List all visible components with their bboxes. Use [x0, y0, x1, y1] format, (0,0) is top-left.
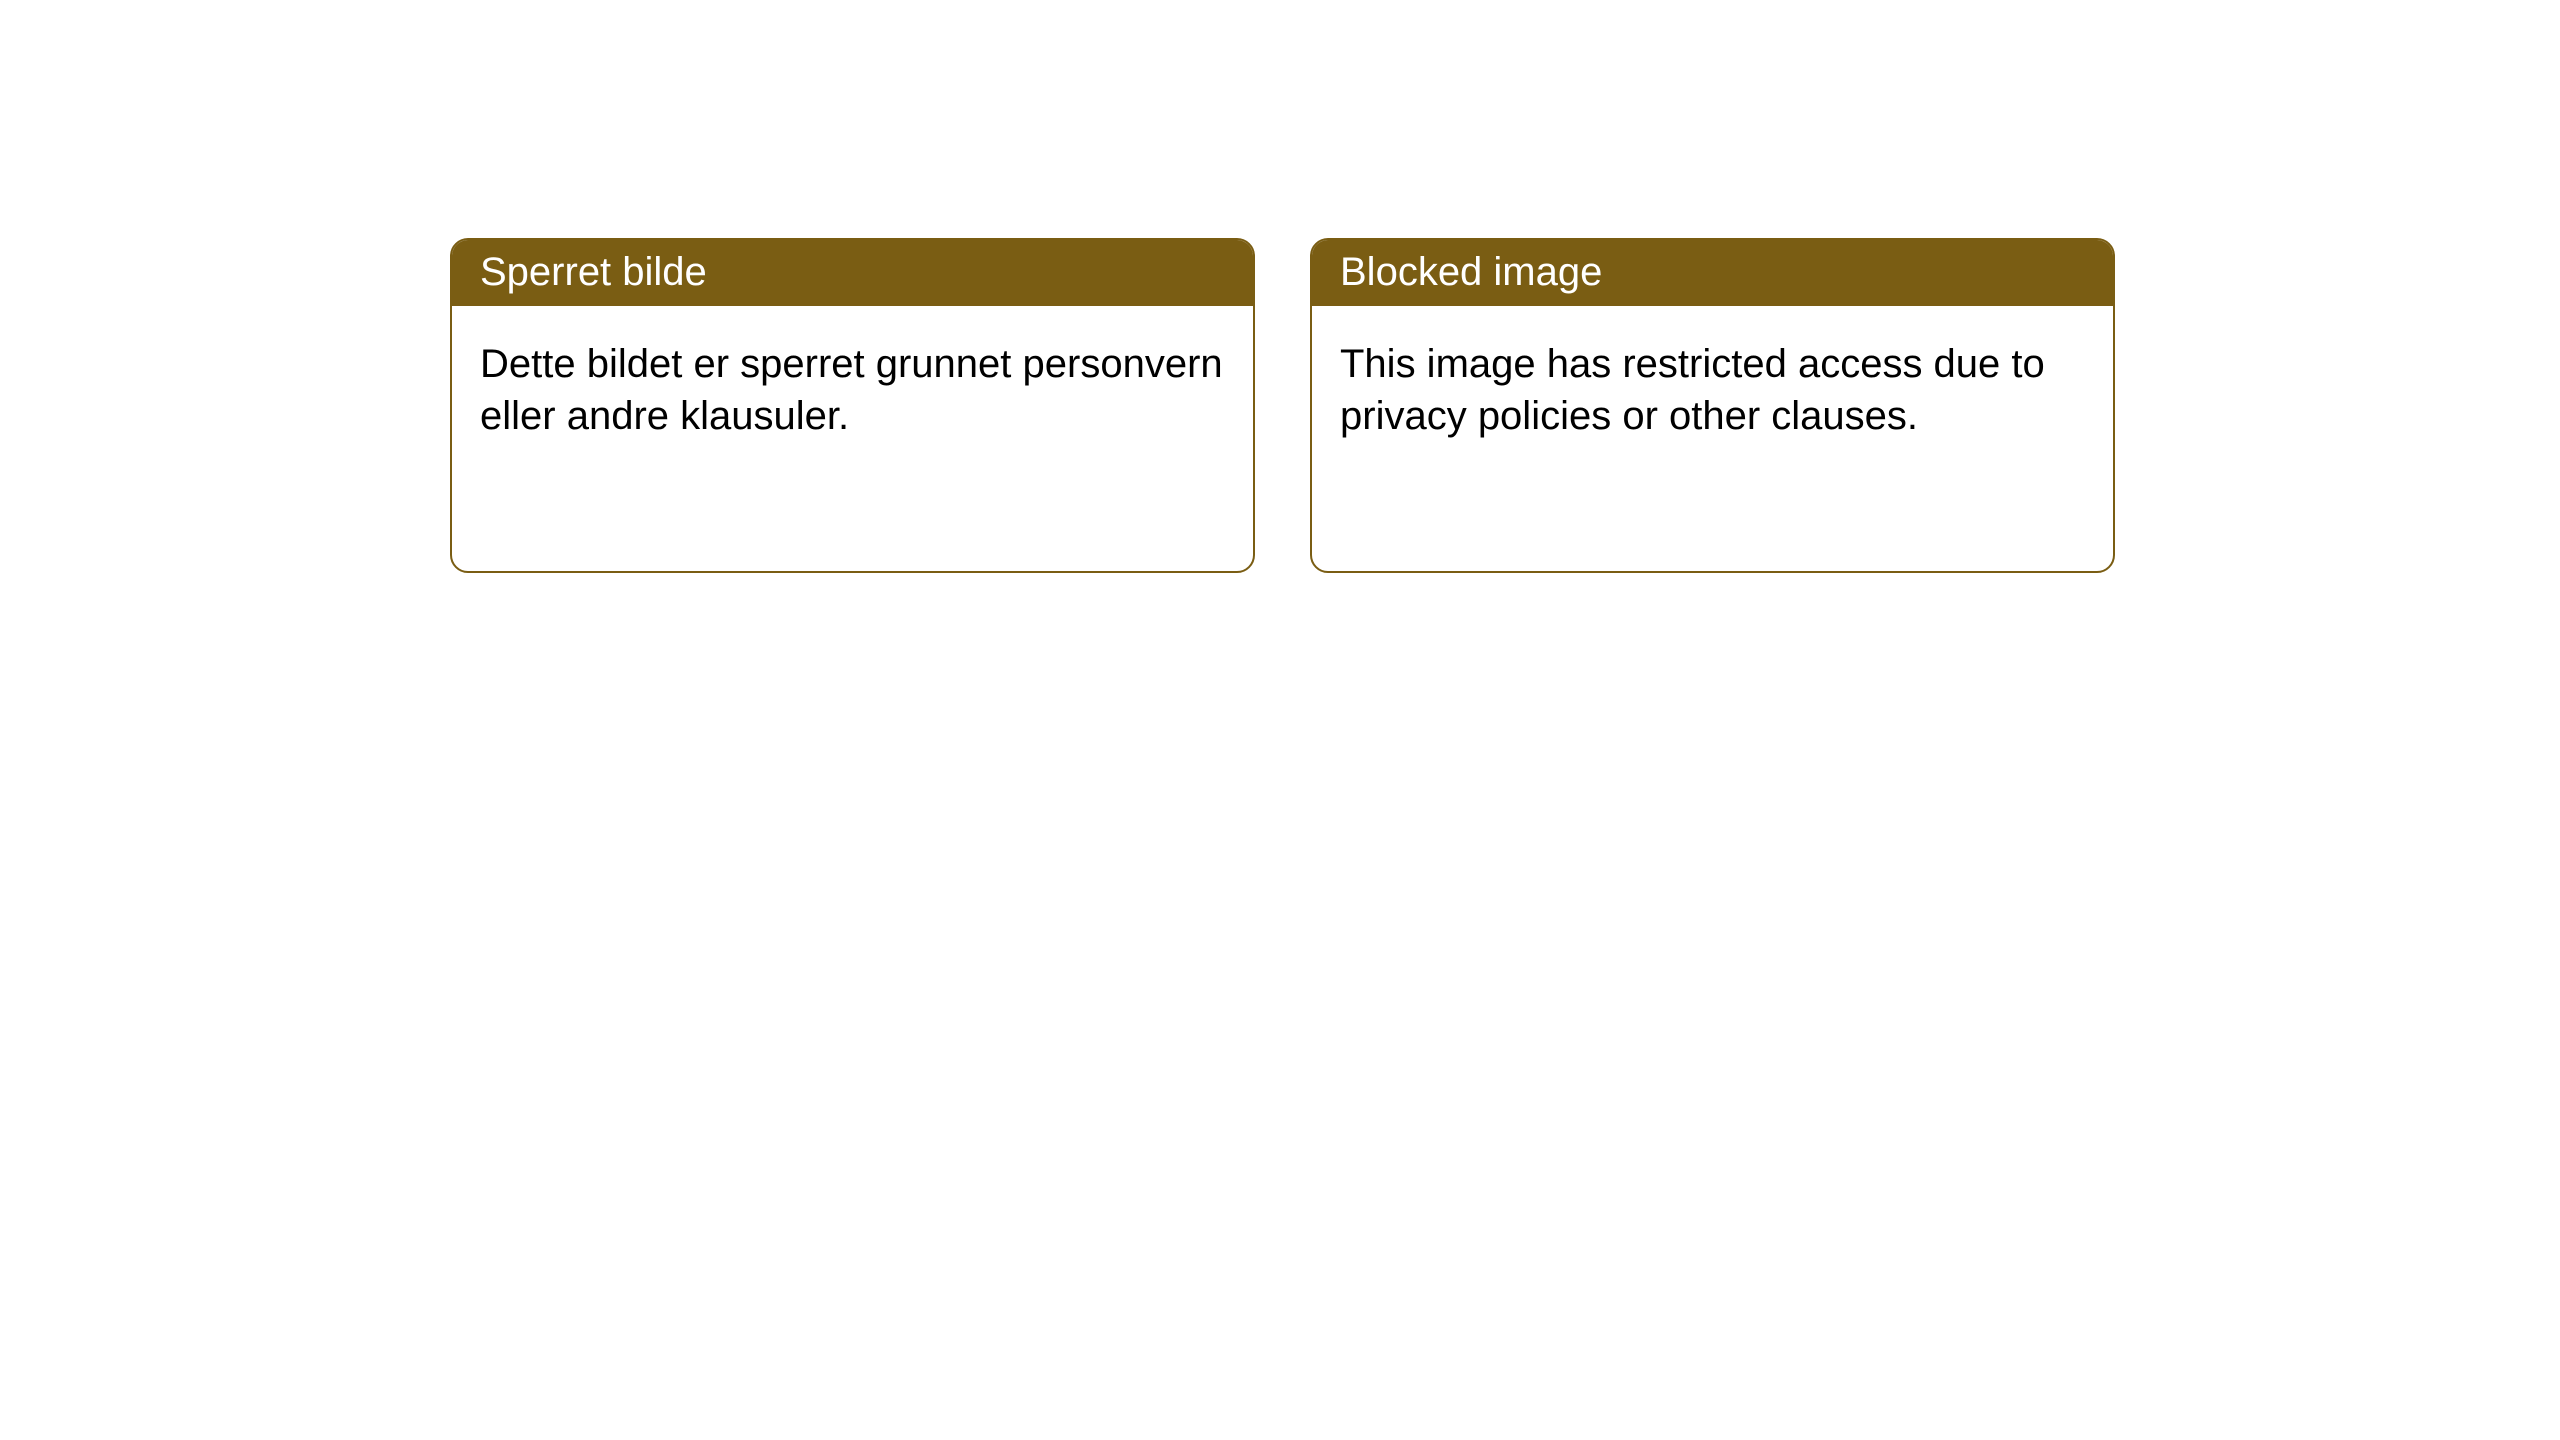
- notice-body: Dette bildet er sperret grunnet personve…: [452, 306, 1253, 474]
- notice-body: This image has restricted access due to …: [1312, 306, 2113, 474]
- notice-title: Blocked image: [1312, 240, 2113, 306]
- notice-card-en: Blocked image This image has restricted …: [1310, 238, 2115, 573]
- notice-container: Sperret bilde Dette bildet er sperret gr…: [0, 0, 2560, 573]
- notice-title: Sperret bilde: [452, 240, 1253, 306]
- notice-card-no: Sperret bilde Dette bildet er sperret gr…: [450, 238, 1255, 573]
